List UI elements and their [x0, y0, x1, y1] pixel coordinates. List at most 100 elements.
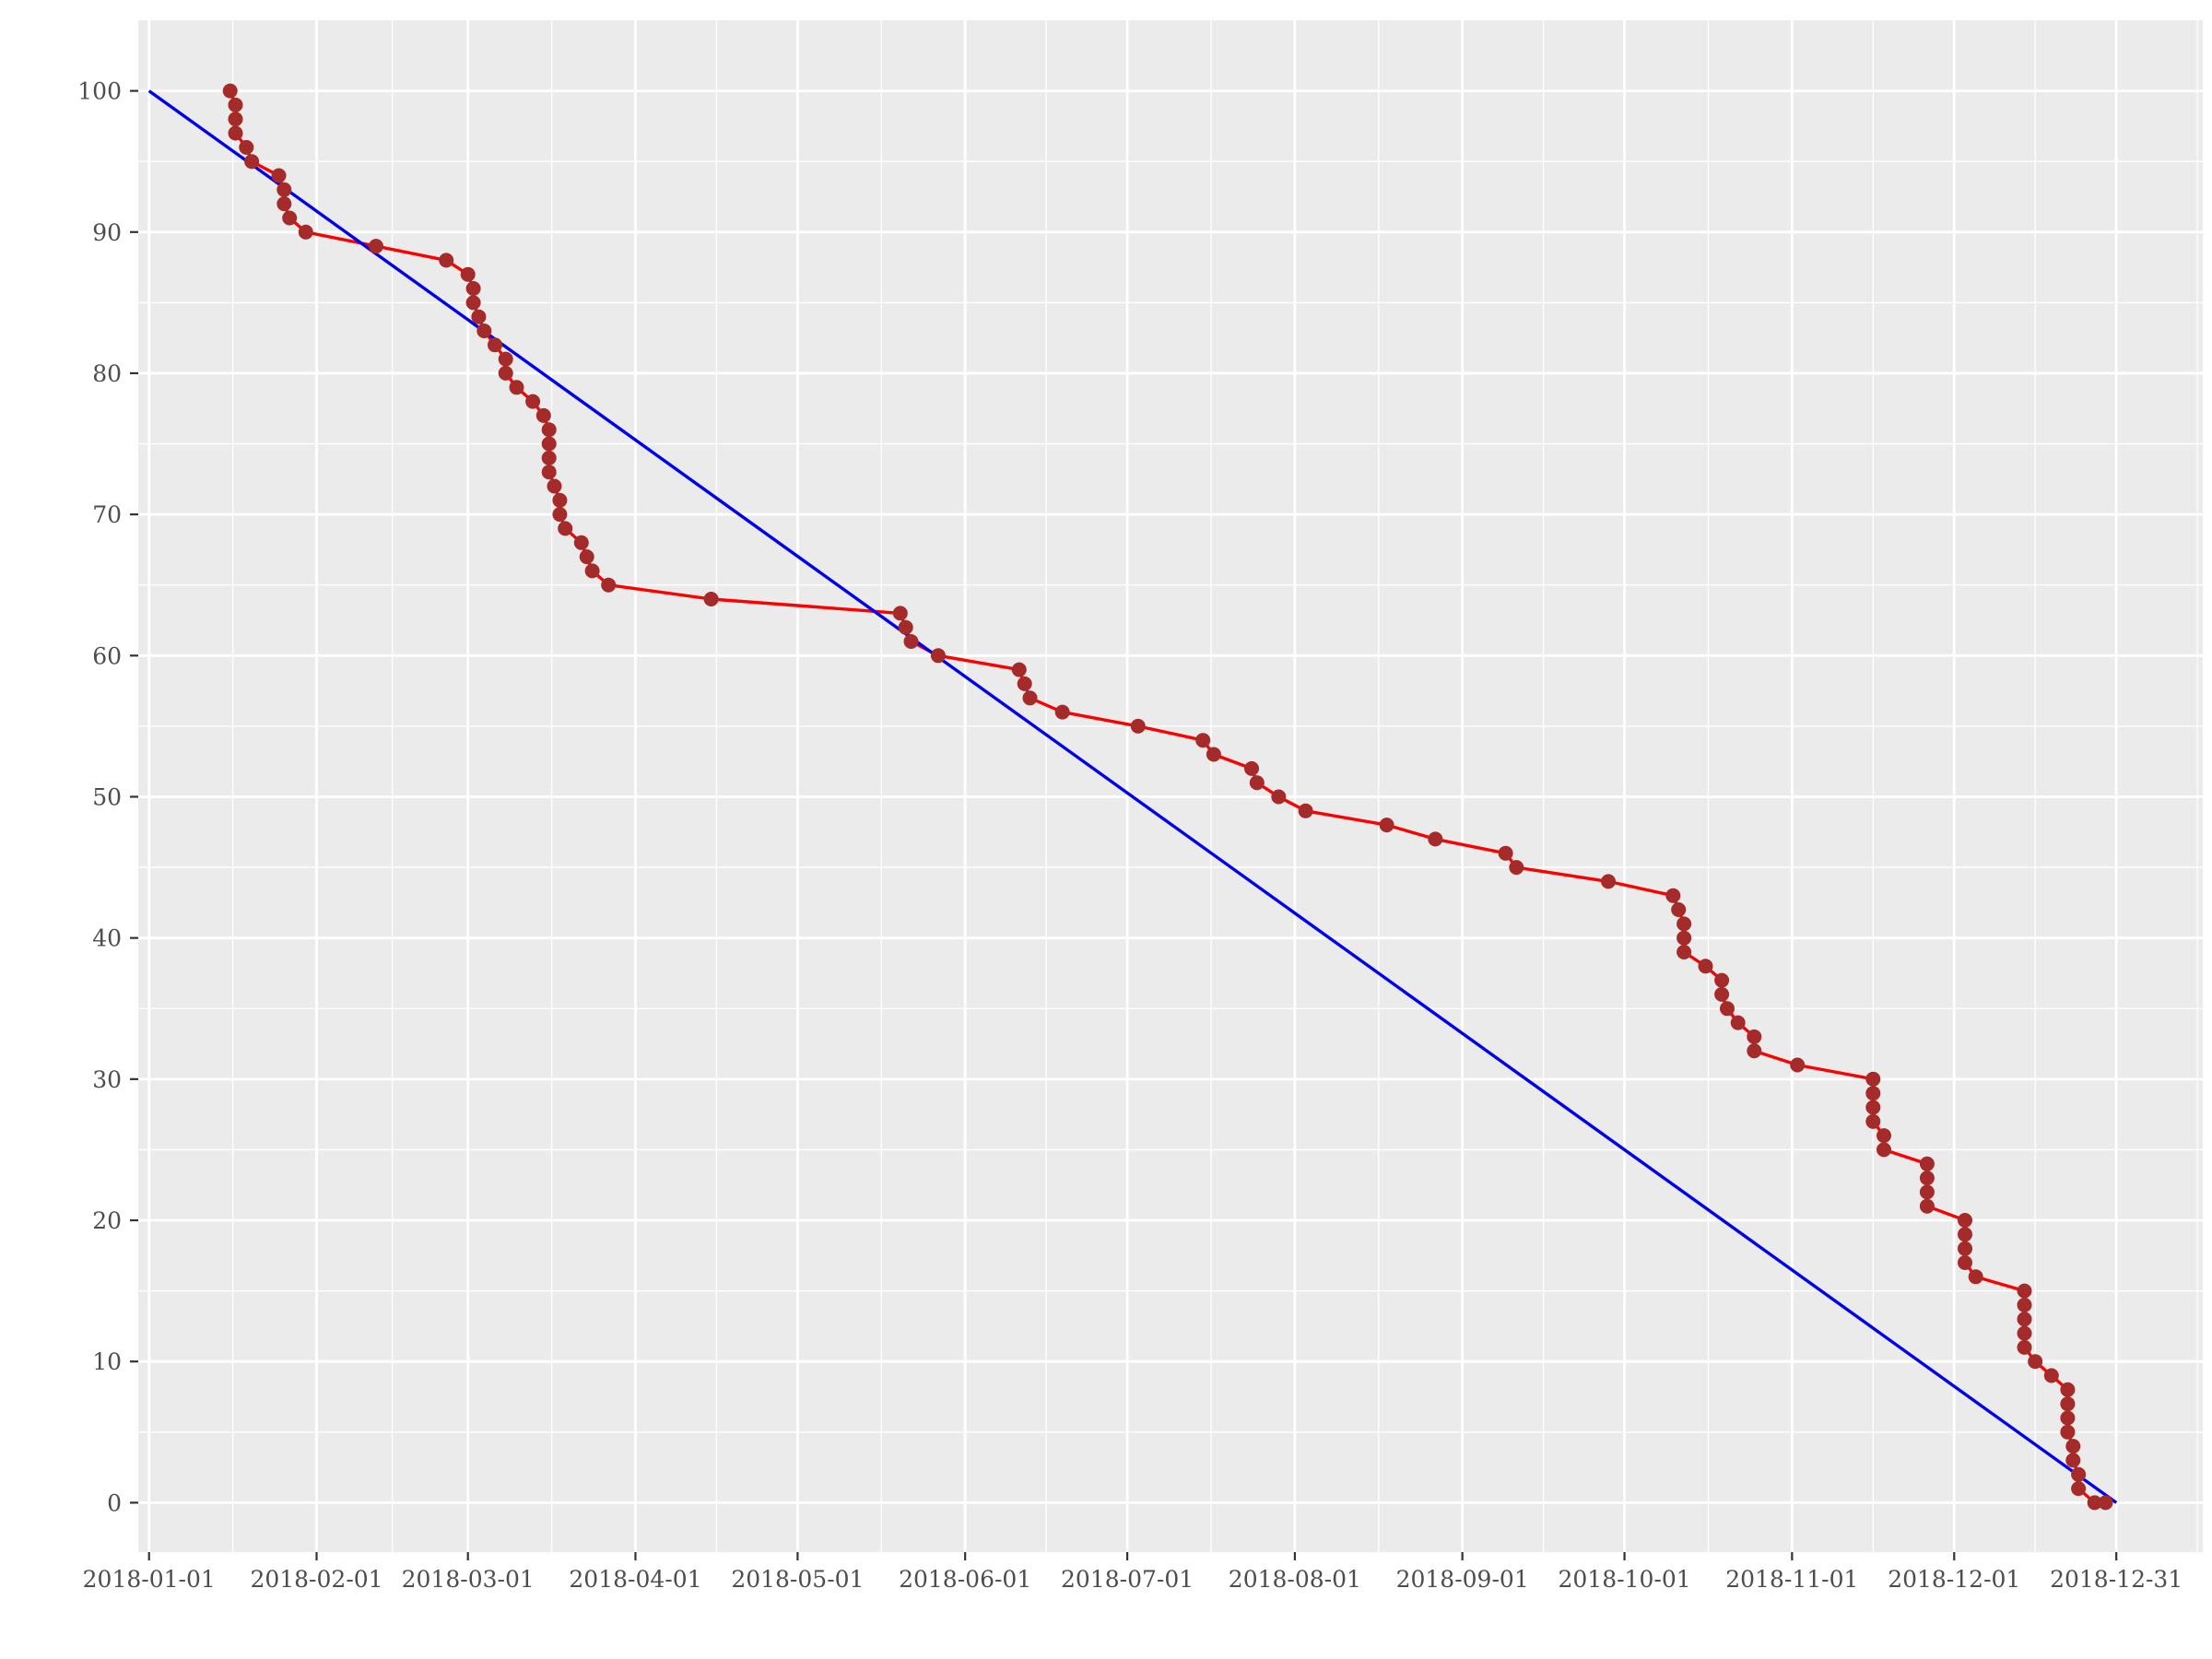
- data-point: [1509, 860, 1524, 876]
- data-point: [477, 324, 492, 338]
- data-point: [1677, 945, 1692, 959]
- x-tick-label: 2018-06-01: [899, 1566, 1031, 1593]
- data-point: [1730, 1015, 1746, 1030]
- x-tick-label: 2018-07-01: [1061, 1566, 1194, 1593]
- data-point: [2017, 1297, 2032, 1312]
- data-points: [222, 83, 2113, 1511]
- data-point: [2060, 1382, 2076, 1397]
- data-point: [228, 112, 243, 127]
- data-point: [1865, 1113, 1881, 1129]
- x-tick-label: 2018-02-01: [250, 1566, 382, 1593]
- data-point: [547, 478, 562, 494]
- data-point: [1865, 1100, 1881, 1115]
- data-point: [1958, 1241, 1972, 1256]
- x-tick-label: 2018-04-01: [569, 1566, 701, 1593]
- data-point: [1958, 1227, 1972, 1242]
- data-point: [222, 83, 238, 99]
- data-point: [488, 337, 502, 353]
- data-point: [2017, 1312, 2032, 1327]
- data-point: [2028, 1354, 2043, 1370]
- data-point: [1865, 1071, 1881, 1087]
- data-point: [471, 309, 487, 324]
- data-point: [460, 266, 476, 282]
- data-point: [2060, 1410, 2076, 1426]
- data-point: [1958, 1213, 1972, 1228]
- data-point: [558, 521, 573, 536]
- x-tick-label: 2018-09-01: [1396, 1566, 1529, 1593]
- data-point: [2017, 1283, 2032, 1299]
- data-point: [1968, 1269, 1983, 1285]
- data-point: [1919, 1156, 1935, 1171]
- data-point: [892, 606, 908, 621]
- data-point: [2071, 1466, 2087, 1482]
- data-point: [1919, 1184, 1935, 1200]
- y-tick-label: 30: [92, 1066, 122, 1093]
- data-point: [1298, 803, 1313, 818]
- ideal-series-line: [147, 89, 2118, 1504]
- x-tick-label: 2018-12-31: [2050, 1566, 2183, 1593]
- y-tick-label: 0: [107, 1489, 122, 1516]
- data-point: [541, 436, 557, 452]
- data-point: [228, 125, 243, 141]
- x-axis: 2018-01-01 2018-02-01 2018-03-01 2018-04-01…: [83, 1552, 2183, 1593]
- data-point: [1865, 1086, 1881, 1101]
- data-point: [1665, 888, 1681, 903]
- data-point: [282, 210, 298, 226]
- data-point: [2043, 1368, 2059, 1383]
- data-point: [1601, 874, 1616, 889]
- data-point: [601, 577, 617, 593]
- data-point: [1206, 747, 1221, 762]
- y-tick-label: 90: [92, 219, 122, 246]
- data-point: [552, 507, 568, 523]
- y-axis: 0 10 20 30 40 50 60 70 80 90 100: [77, 78, 138, 1516]
- data-point: [1428, 831, 1443, 847]
- data-point: [1249, 775, 1265, 791]
- data-point: [239, 139, 254, 155]
- data-point: [1698, 959, 1713, 974]
- data-point: [584, 563, 600, 579]
- data-point: [579, 549, 594, 565]
- data-point: [1919, 1198, 1935, 1214]
- data-point: [498, 365, 513, 381]
- data-point: [498, 351, 513, 367]
- data-point: [1017, 676, 1032, 691]
- data-point: [1714, 972, 1730, 988]
- data-point: [228, 97, 243, 112]
- data-point: [552, 492, 568, 508]
- x-tick-label: 2018-01-01: [83, 1566, 216, 1593]
- y-tick-label: 100: [77, 78, 122, 105]
- data-point: [2017, 1325, 2032, 1341]
- x-tick-label: 2018-12-01: [1888, 1566, 2020, 1593]
- x-tick-label: 2018-08-01: [1229, 1566, 1361, 1593]
- y-tick-label: 60: [92, 642, 122, 669]
- data-point: [1919, 1171, 1935, 1186]
- data-point: [1244, 760, 1259, 776]
- data-point: [1958, 1255, 1972, 1270]
- major-gridlines: [138, 20, 2203, 1552]
- data-point: [2087, 1495, 2102, 1511]
- data-point: [1677, 916, 1692, 932]
- data-point: [1714, 986, 1730, 1002]
- data-point: [1195, 733, 1211, 748]
- x-tick-label: 2018-03-01: [402, 1566, 535, 1593]
- data-point: [1671, 902, 1687, 917]
- data-point: [1022, 690, 1038, 706]
- data-point: [276, 182, 292, 197]
- data-point: [535, 407, 551, 423]
- data-point: [1379, 818, 1394, 833]
- data-point: [2065, 1453, 2081, 1468]
- data-point: [1011, 662, 1027, 677]
- x-tick-label: 2018-11-01: [1725, 1566, 1858, 1593]
- data-point: [1677, 930, 1692, 946]
- data-point: [1747, 1029, 1762, 1044]
- data-point: [1877, 1142, 1891, 1158]
- plot-panel: [138, 20, 2203, 1552]
- data-point: [525, 394, 541, 409]
- data-point: [1747, 1043, 1762, 1059]
- y-tick-label: 70: [92, 501, 122, 528]
- data-point: [1271, 789, 1287, 805]
- data-point: [1877, 1128, 1891, 1144]
- data-point: [298, 224, 313, 240]
- data-point: [1498, 845, 1513, 861]
